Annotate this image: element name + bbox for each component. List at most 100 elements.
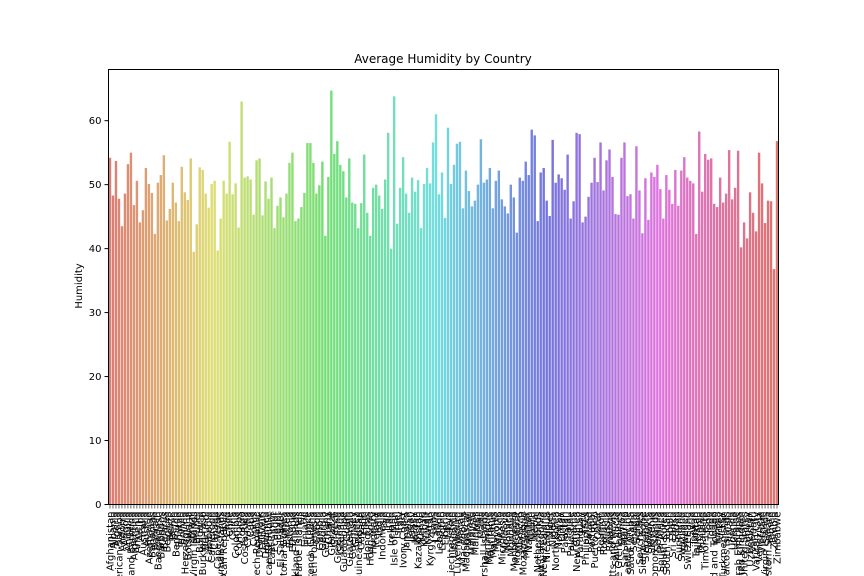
bar	[542, 168, 545, 505]
x-tick-label: Eritrea	[282, 512, 293, 545]
bar	[428, 183, 432, 505]
x-tick-label: Albania	[108, 512, 119, 549]
x-tick-label: China	[228, 512, 239, 541]
bar	[369, 235, 372, 505]
x-tick-label: Australia	[138, 512, 149, 556]
x-tick-label: Grenada	[336, 512, 347, 555]
x-tick-label: Vatican City	[752, 511, 763, 571]
x-tick-label: Israel	[393, 512, 404, 539]
bar	[123, 193, 127, 505]
bar	[674, 169, 677, 505]
x-tick-label: United States	[740, 512, 751, 576]
x-tick-label: South Africa	[656, 512, 667, 573]
bar	[237, 227, 240, 505]
x-tick-label: Martinique	[482, 512, 493, 566]
x-tick-label: Georgia	[318, 512, 329, 551]
x-tick-label: Botswana	[183, 512, 194, 561]
bar	[291, 152, 294, 505]
x-tick-label: Solomon Islands	[650, 512, 661, 576]
x-tick-label: Saint Vincent and the Grenadines	[614, 512, 625, 576]
bar	[306, 143, 309, 505]
x-tick-label: Greece	[330, 512, 341, 548]
bar	[413, 191, 417, 505]
x-tick-label: Madagascar	[461, 511, 472, 573]
bar	[686, 177, 689, 505]
bar	[303, 192, 306, 505]
x-tick-label: Suriname	[674, 512, 685, 560]
x-tick-label: Italy	[396, 511, 407, 533]
bar	[557, 174, 560, 505]
bar	[665, 175, 668, 505]
x-tick-label: Belize	[165, 512, 176, 542]
bar	[491, 208, 495, 505]
x-tick-label: Thailand	[698, 512, 709, 556]
x-tick-label: Uzbekistan	[746, 512, 757, 567]
x-tick-label: Ghana	[324, 512, 335, 545]
x-tick-label: Indonesia	[378, 512, 389, 560]
x-tick-label: Angola	[120, 512, 131, 547]
x-tick-label: Laos	[429, 512, 440, 535]
x-tick-label: Montserrat	[512, 511, 523, 566]
bar	[712, 203, 716, 505]
x-tick-label: Serbia	[632, 512, 643, 544]
bar	[554, 182, 557, 505]
x-tick-label: Djibouti	[258, 512, 269, 551]
x-tick-label: Slovenia	[647, 512, 658, 555]
bar	[638, 190, 641, 505]
bar	[689, 180, 692, 505]
x-tick-label: Cambodia	[204, 512, 215, 563]
bar	[354, 203, 357, 505]
x-tick-label: Lithuania	[449, 512, 460, 558]
bar	[276, 205, 279, 505]
x-tick-label: Morocco	[515, 512, 526, 554]
bar	[297, 218, 300, 505]
x-tick-label: Bolivia	[177, 512, 188, 545]
x-tick-label: Algeria	[111, 512, 122, 547]
bar	[135, 180, 139, 505]
bar	[240, 101, 243, 505]
bar	[243, 177, 246, 505]
x-tick-label: Gibraltar	[327, 511, 338, 556]
bar	[548, 215, 551, 505]
bar	[581, 222, 584, 505]
bar	[395, 223, 399, 505]
x-tick-label: East Timor	[267, 511, 278, 565]
bar	[748, 192, 752, 505]
bar	[659, 189, 662, 505]
bar	[264, 181, 267, 505]
x-tick-label: Luxembourg	[452, 512, 463, 574]
bar	[315, 193, 318, 505]
x-tick-label: Bhutan	[174, 512, 185, 548]
bar	[282, 217, 285, 505]
x-tick-label: Equatorial Guinea	[279, 512, 290, 576]
bar	[348, 158, 351, 505]
bar	[189, 158, 192, 505]
x-tick-label: Turks and Caicos Islands	[722, 512, 733, 576]
bar	[198, 167, 201, 505]
x-tick-label: Mayotte	[491, 512, 502, 553]
x-tick-label: Palestine	[566, 512, 577, 557]
bar	[497, 170, 501, 505]
x-tick-label: El Salvador	[276, 511, 287, 568]
bar	[671, 203, 674, 505]
y-tick-label: 0	[95, 500, 101, 511]
x-tick-label: Tajikistan	[692, 512, 703, 559]
bar	[401, 157, 405, 505]
bar	[285, 193, 288, 505]
bar	[279, 197, 282, 505]
x-tick-label: Syria	[686, 512, 697, 537]
x-tick-label: Fiji	[297, 512, 308, 525]
bar	[644, 178, 647, 505]
bar	[593, 157, 596, 505]
x-tick-label: Virgin Islands	[761, 512, 772, 576]
bar	[724, 193, 728, 505]
y-tick-label: 40	[89, 244, 102, 255]
y-tick-label: 10	[89, 436, 102, 447]
bar	[129, 152, 133, 505]
x-tick-label: Ukraine	[731, 512, 742, 551]
x-tick-label: Lesotho	[438, 512, 449, 551]
x-tick-label: Hungary	[369, 511, 380, 554]
bar	[662, 218, 665, 505]
x-tick-label: Maldives	[470, 512, 481, 556]
x-tick-label: Guinea-Bissau	[354, 512, 365, 576]
